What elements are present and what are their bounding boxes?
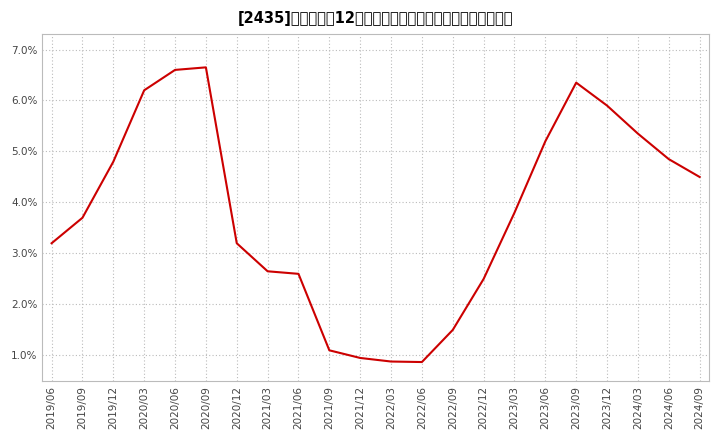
Title: [2435]　売上高の12か月移動合計の対前年同期増減率の推移: [2435] 売上高の12か月移動合計の対前年同期増減率の推移 bbox=[238, 11, 513, 26]
